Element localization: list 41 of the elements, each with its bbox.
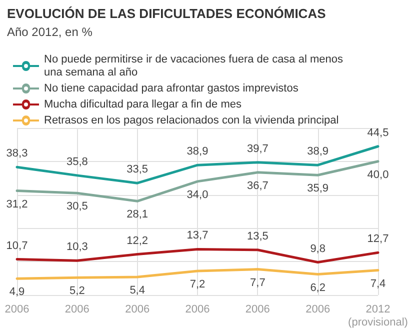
data-label: 36,7 <box>246 180 268 192</box>
data-label: 5,2 <box>70 285 85 298</box>
data-label: 10,3 <box>66 241 88 254</box>
data-label: 10,7 <box>6 240 28 252</box>
data-label: 38,9 <box>186 146 208 158</box>
data-label: 13,7 <box>186 230 208 242</box>
data-label: 13,5 <box>246 230 268 242</box>
data-label: 40,0 <box>367 168 389 181</box>
legend-label: Retrasos en los pagos relacionados con la vivienda principal <box>44 114 339 126</box>
data-label: 30,5 <box>66 200 88 213</box>
data-label: 28,1 <box>126 208 148 221</box>
legend-label: No puede permitirse ir de vacaciones fuera de casa al menos una semana al año <box>44 54 346 78</box>
data-label: 7,2 <box>190 278 206 290</box>
legend-label: Mucha dificultad para llegar a fin de mes <box>44 98 242 110</box>
data-label: 12,2 <box>126 234 148 247</box>
data-label: 12,7 <box>367 233 389 246</box>
data-label: 38,9 <box>307 146 329 158</box>
x-tick-label: 2006 <box>125 304 150 316</box>
data-label: 5,4 <box>130 284 145 296</box>
data-label: 35,9 <box>307 182 329 195</box>
data-label: 44,5 <box>367 126 389 139</box>
x-tick-label: 2012 (provisional) <box>348 304 408 328</box>
data-label: 35,8 <box>66 156 88 168</box>
data-label: 9,8 <box>310 242 326 255</box>
x-tick-label: 2006 <box>64 304 90 316</box>
x-tick-label: 2006 <box>4 304 30 316</box>
data-label: 33,5 <box>126 164 148 176</box>
x-tick-label: 2006 <box>245 304 270 316</box>
x-tick-label: 2006 <box>306 304 330 316</box>
data-label: 31,2 <box>6 198 28 210</box>
data-label: 39,7 <box>246 142 268 155</box>
data-label: 34,0 <box>186 188 208 201</box>
data-label: 7,7 <box>250 276 266 289</box>
data-label: 6,2 <box>310 282 326 294</box>
data-label: 7,4 <box>370 278 386 290</box>
legend-label: No tiene capacidad para afrontar gastos imprevistos <box>44 82 299 94</box>
data-label: 38,3 <box>6 148 28 160</box>
chart-subtitle: Año 2012, en % <box>7 25 93 39</box>
x-tick-label: 2006 <box>185 304 210 316</box>
data-label: 4,9 <box>9 286 25 298</box>
chart-title: EVOLUCIÓN DE LAS DIFICULTADES ECONÓMICAS <box>7 6 326 21</box>
